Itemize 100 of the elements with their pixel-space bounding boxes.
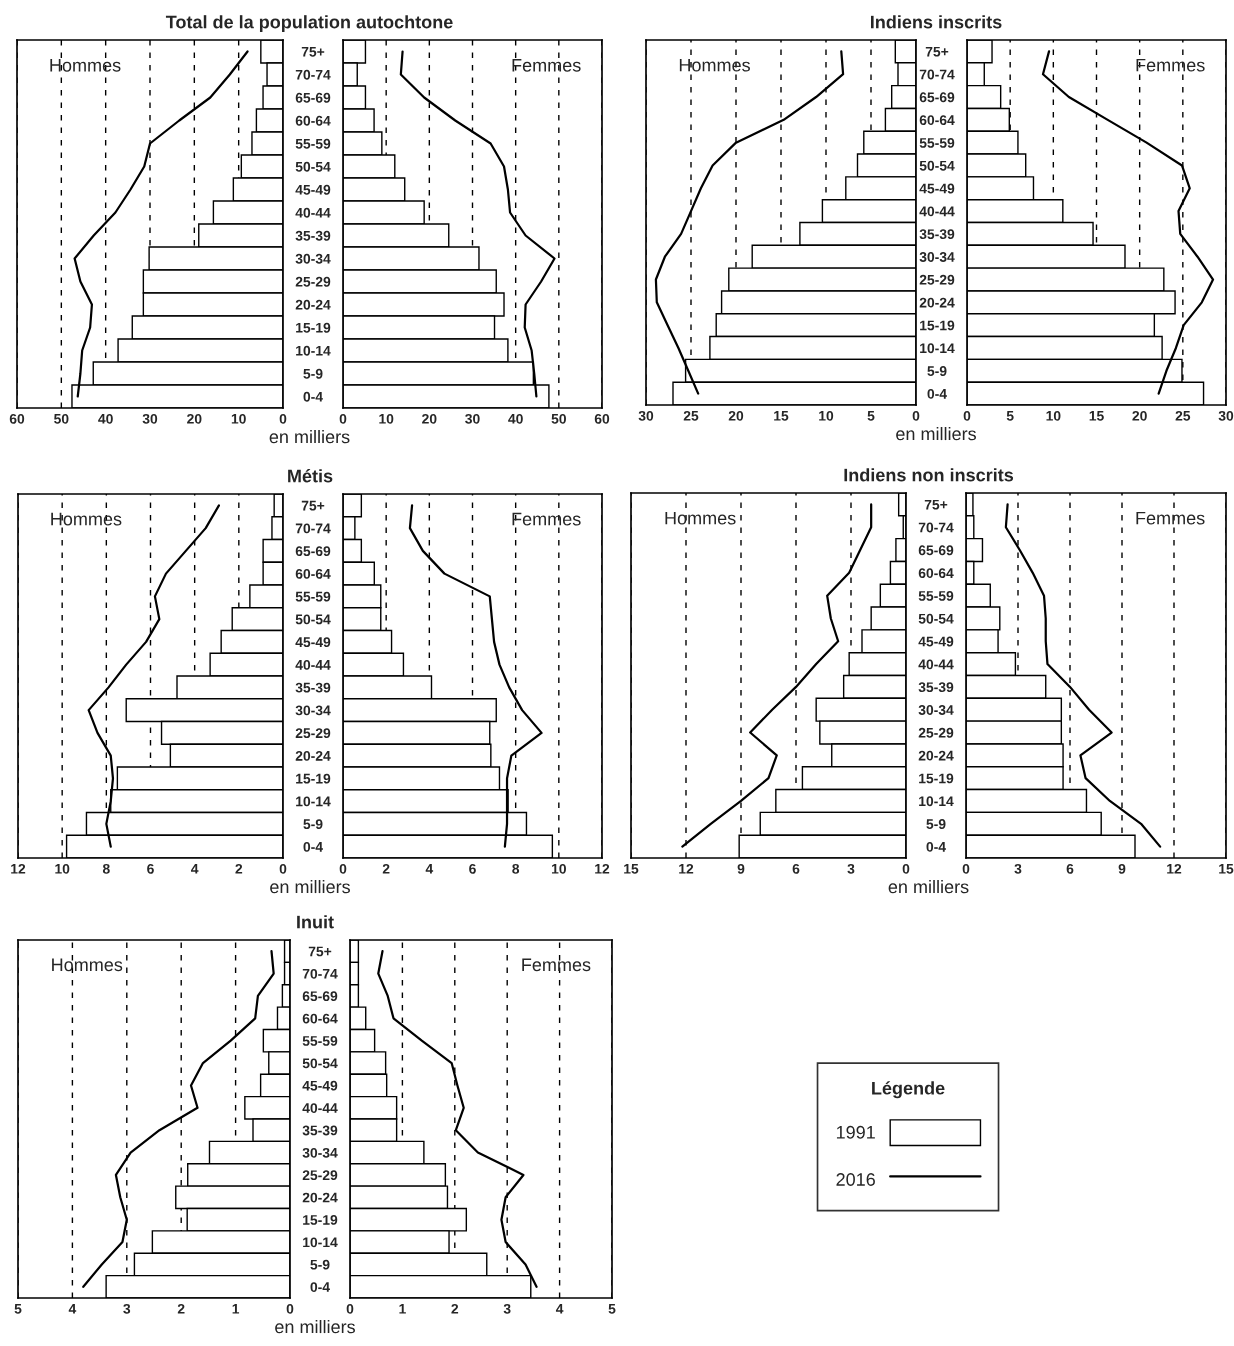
x-tick-label: 12 [595,863,610,874]
x-axis-title: en milliers [275,1320,355,1334]
y-tick-label: 0-4 [303,391,323,402]
x-tick-label: 0 [912,410,920,421]
x-tick-label: 10 [231,413,246,424]
x-tick-label: 8 [102,863,110,874]
y-tick-label: 35-39 [302,1125,338,1136]
y-tick-label: 75+ [301,46,325,57]
x-tick-label: 3 [123,1303,131,1314]
x-tick-label: 1 [232,1304,240,1314]
y-tick-label: 20-24 [295,750,331,761]
y-tick-label: 15-19 [919,773,954,784]
x-tick-label: 0 [962,863,970,874]
y-tick-label: 10-14 [296,796,331,807]
x-tick-label: 0 [902,863,910,874]
y-tick-label: 10-14 [919,796,954,807]
x-tick-label: 10 [1046,410,1061,421]
y-tick-label: 60-64 [302,1013,338,1024]
y-tick-label: 30-34 [295,253,331,264]
x-tick-label: 6 [147,863,154,874]
annotation: Hommes [679,58,750,72]
y-tick-label: 70-74 [919,69,955,80]
y-tick-label: 5-9 [926,819,946,829]
y-tick-label: 15-19 [303,1215,338,1225]
y-tick-label: 35-39 [295,230,331,241]
annotation: Hommes [665,511,736,525]
x-tick-label: 40 [508,413,523,424]
y-tick-label: 25-29 [302,1170,338,1181]
y-tick-label: 55-59 [919,137,955,148]
y-tick-label: 65-69 [919,92,955,103]
x-tick-label: 3 [1014,863,1022,874]
y-tick-label: 25-29 [295,728,331,739]
x-tick-label: 25 [683,410,699,421]
y-tick-label: 40-44 [919,206,955,217]
x-tick-label: 0 [346,1303,354,1314]
y-tick-label: 50-54 [302,1058,338,1069]
x-tick-label: 6 [1066,863,1074,874]
x-tick-label: 15 [1219,864,1234,874]
x-tick-label: 10 [379,413,394,424]
y-tick-label: 0-4 [927,388,947,399]
y-tick-label: 65-69 [295,92,331,103]
y-tick-label: 10-14 [296,345,331,356]
x-tick-label: 12 [679,863,694,874]
x-tick-label: 5 [1006,411,1014,421]
x-axis-title: en milliers [888,880,969,894]
y-tick-label: 5-9 [303,368,323,379]
x-tick-label: 2 [451,1303,459,1314]
x-tick-label: 12 [1167,863,1182,874]
x-tick-label: 15 [774,411,789,421]
y-tick-label: 45-49 [295,184,331,195]
y-tick-label: 55-59 [295,591,331,602]
x-tick-label: 3 [503,1303,511,1314]
x-tick-label: 50 [551,413,566,424]
y-tick-label: 15-19 [296,773,331,784]
y-tick-label: 70-74 [295,69,331,80]
y-tick-label: 10-14 [303,1237,338,1248]
y-tick-label: 55-59 [295,138,331,149]
x-tick-label: 0 [286,1303,294,1314]
y-tick-label: 20-24 [919,297,955,308]
x-tick-label: 15 [624,864,639,874]
x-tick-label: 0 [279,863,287,874]
x-tick-label: 5 [608,1304,616,1314]
annotation: Hommes [51,512,122,526]
y-tick-label: 0-4 [310,1282,330,1292]
x-tick-label: 9 [1118,863,1126,874]
y-tick-label: 0-4 [303,841,323,852]
y-tick-label: 65-69 [302,991,338,1002]
y-tick-label: 70-74 [918,522,954,533]
y-tick-label: 45-49 [295,637,331,648]
x-tick-label: 4 [425,864,434,874]
y-tick-label: 5-9 [927,366,947,376]
x-tick-label: 5 [14,1304,22,1314]
annotation: Femmes [512,59,581,72]
legend-label: 2016 [836,1173,875,1186]
y-tick-label: 45-49 [919,183,955,194]
y-tick-label: 30-34 [918,705,954,715]
chart-title: Métis [288,469,333,483]
x-tick-label: 30 [465,413,480,424]
x-tick-label: 25 [1175,410,1191,421]
y-tick-label: 40-44 [918,659,954,670]
y-tick-label: 35-39 [918,682,954,693]
x-tick-label: 30 [638,410,654,421]
y-tick-label: 30-34 [295,705,331,716]
chart-title: Indiens inscrits [870,15,1002,29]
y-tick-label: 25-29 [919,274,955,285]
y-tick-label: 40-44 [295,659,331,670]
x-tick-label: 0 [279,413,287,424]
x-axis-title: en milliers [896,427,976,441]
x-tick-label: 2 [382,863,390,874]
y-tick-label: 40-44 [295,207,331,218]
y-tick-label: 0-4 [926,841,946,852]
x-tick-label: 20 [422,413,437,424]
x-tick-label: 0 [963,410,971,421]
x-tick-label: 20 [187,413,202,424]
annotation: Femmes [1136,511,1205,525]
y-tick-label: 55-59 [918,590,954,601]
y-tick-label: 45-49 [302,1080,338,1091]
x-tick-label: 60 [9,413,25,424]
y-tick-label: 50-54 [918,613,954,624]
y-tick-label: 50-54 [919,160,955,171]
